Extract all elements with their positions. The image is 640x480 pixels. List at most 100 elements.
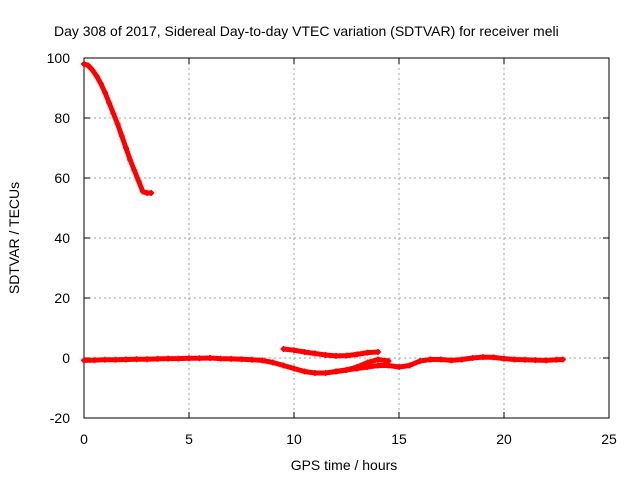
data-point (427, 356, 434, 363)
data-point (196, 355, 203, 362)
data-point (93, 73, 100, 79)
data-point (459, 356, 465, 363)
data-series (81, 61, 566, 376)
y-tick-label: 0 (62, 350, 70, 366)
data-point (312, 350, 318, 357)
data-point (249, 356, 255, 363)
x-tick-label: 10 (286, 431, 302, 447)
data-point (354, 364, 360, 370)
data-point (81, 357, 87, 364)
data-point (118, 133, 125, 139)
data-point (102, 356, 108, 363)
data-point (291, 347, 297, 354)
series-satellite-track-3 (280, 346, 381, 359)
series-satellite-track-4 (333, 356, 392, 375)
data-point (106, 100, 113, 106)
data-point (406, 362, 413, 369)
data-point (154, 355, 161, 362)
y-tick-label: 20 (54, 290, 70, 306)
x-axis-label: GPS time / hours (291, 457, 398, 473)
data-point (301, 349, 308, 355)
data-point (333, 352, 339, 359)
data-point (139, 188, 146, 195)
data-point (175, 355, 182, 362)
data-point (375, 349, 381, 355)
data-point (354, 351, 360, 358)
data-point (417, 358, 423, 364)
data-point (553, 356, 560, 363)
x-tick-label: 15 (391, 431, 407, 447)
data-point (112, 356, 119, 363)
data-point (312, 370, 318, 376)
data-point (501, 355, 507, 362)
x-tick-label: 25 (601, 431, 617, 447)
series-satellite-track-1 (81, 61, 155, 196)
data-point (385, 358, 392, 364)
series-line (281, 346, 381, 359)
x-tick-label: 5 (185, 431, 193, 447)
y-tick-label: -20 (50, 410, 70, 426)
data-point (396, 364, 402, 370)
axis-ticks: 0 5 10 15 20 25 -20 0 20 40 60 80 100 (47, 50, 617, 447)
y-axis-label: SDTVAR / TECUs (6, 182, 22, 294)
data-point (123, 356, 129, 363)
data-point (375, 356, 381, 363)
data-point (375, 362, 381, 369)
data-point (123, 145, 129, 151)
series-line (81, 61, 154, 196)
data-point (448, 357, 455, 364)
data-point (102, 89, 108, 96)
data-point (91, 357, 98, 364)
data-point (97, 80, 104, 87)
data-point (301, 368, 308, 375)
data-point (343, 367, 350, 373)
y-tick-label: 100 (47, 50, 71, 66)
data-point (127, 157, 134, 163)
data-point (217, 355, 224, 362)
data-point (207, 355, 213, 361)
data-point (110, 110, 117, 117)
data-point (364, 349, 371, 356)
data-point (532, 357, 539, 364)
chart-title: Day 308 of 2017, Sidereal Day-to-day VTE… (54, 23, 559, 39)
data-point (280, 346, 287, 352)
data-point (480, 354, 486, 361)
data-point (114, 121, 121, 127)
y-tick-label: 80 (54, 110, 70, 126)
data-point (543, 357, 549, 364)
data-point (228, 355, 234, 362)
data-point (490, 354, 497, 361)
data-point (322, 370, 329, 376)
data-point (89, 67, 96, 73)
data-point (364, 359, 371, 366)
data-point (343, 352, 350, 359)
data-point (131, 167, 138, 174)
data-point (322, 352, 329, 358)
series-satellite-track-2 (81, 354, 566, 376)
data-point (238, 356, 245, 363)
data-point (259, 357, 266, 364)
data-point (522, 356, 528, 363)
data-point (511, 356, 518, 363)
data-point (85, 62, 92, 69)
data-point (81, 61, 87, 67)
data-point (186, 355, 192, 362)
data-point (291, 365, 297, 372)
data-point (148, 190, 155, 196)
x-tick-label: 0 (80, 431, 88, 447)
data-point (144, 356, 150, 363)
data-point (333, 368, 339, 375)
data-point (165, 355, 171, 362)
x-tick-label: 20 (496, 431, 512, 447)
grid-lines (84, 58, 609, 418)
data-point (133, 356, 140, 363)
y-tick-label: 60 (54, 170, 70, 186)
y-tick-label: 40 (54, 230, 70, 246)
data-point (469, 355, 476, 361)
data-point (280, 362, 287, 369)
data-point (559, 356, 566, 363)
data-point (270, 359, 276, 366)
data-point (135, 178, 142, 184)
data-point (438, 356, 444, 363)
